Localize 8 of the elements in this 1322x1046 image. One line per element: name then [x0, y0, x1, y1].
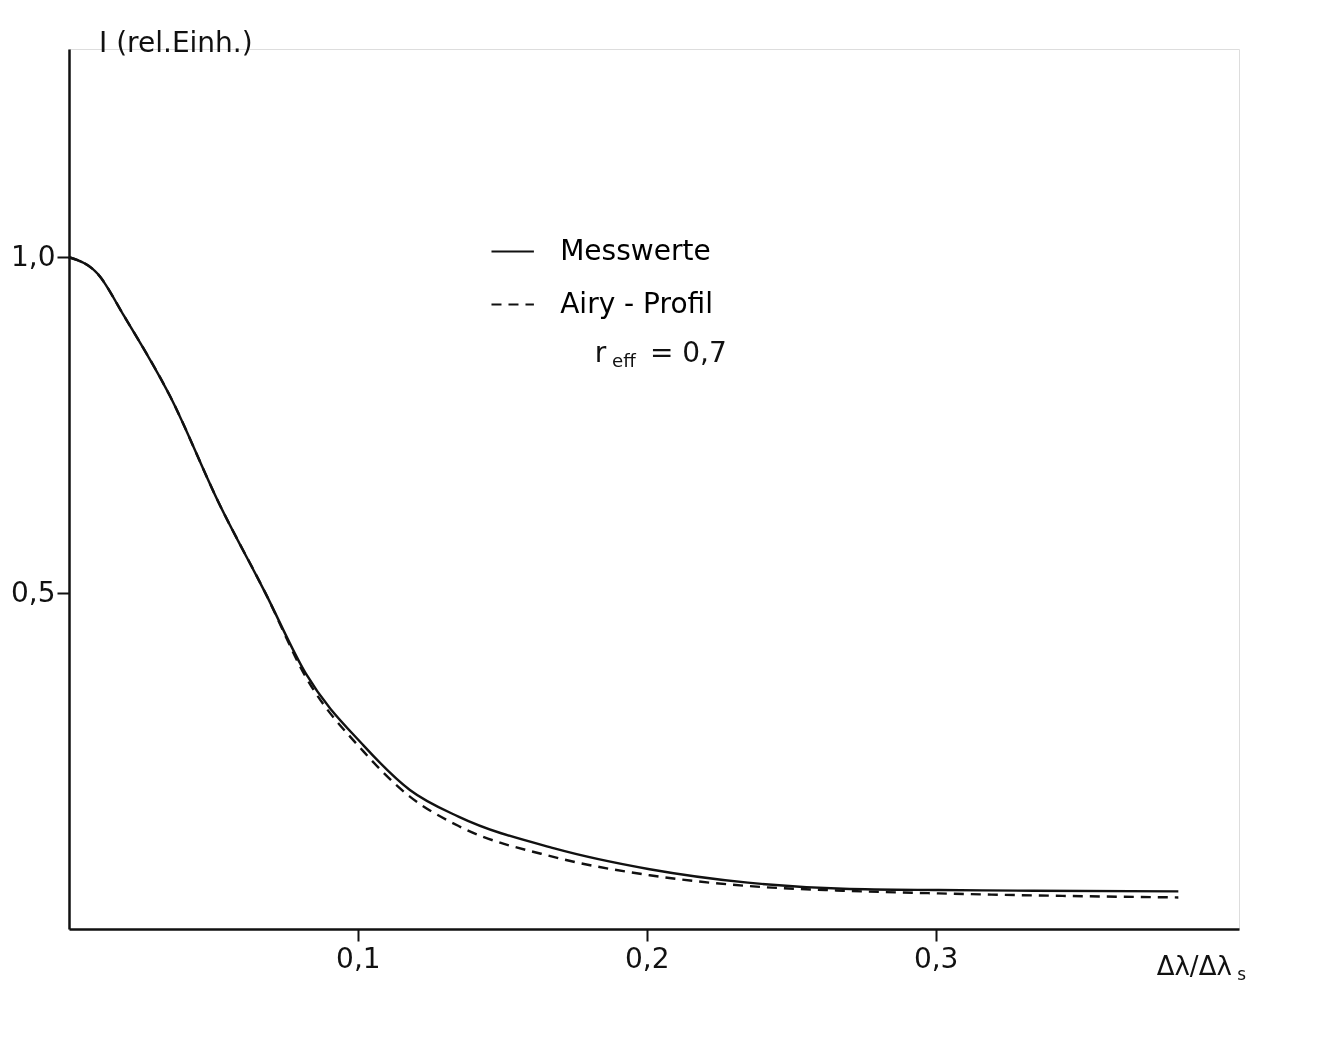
y-tick-label: 0,5: [10, 575, 56, 609]
x-tick-label: 0,2: [625, 941, 670, 975]
legend-label: Airy - Profil: [560, 286, 713, 320]
legend-label: Messwerte: [560, 233, 711, 267]
y-tick-label: 1,0: [10, 239, 56, 273]
x-tick-label: 0,1: [336, 941, 381, 975]
x-tick-label: 0,3: [913, 941, 959, 975]
y-axis-title: I (rel.Einh.): [99, 26, 253, 59]
